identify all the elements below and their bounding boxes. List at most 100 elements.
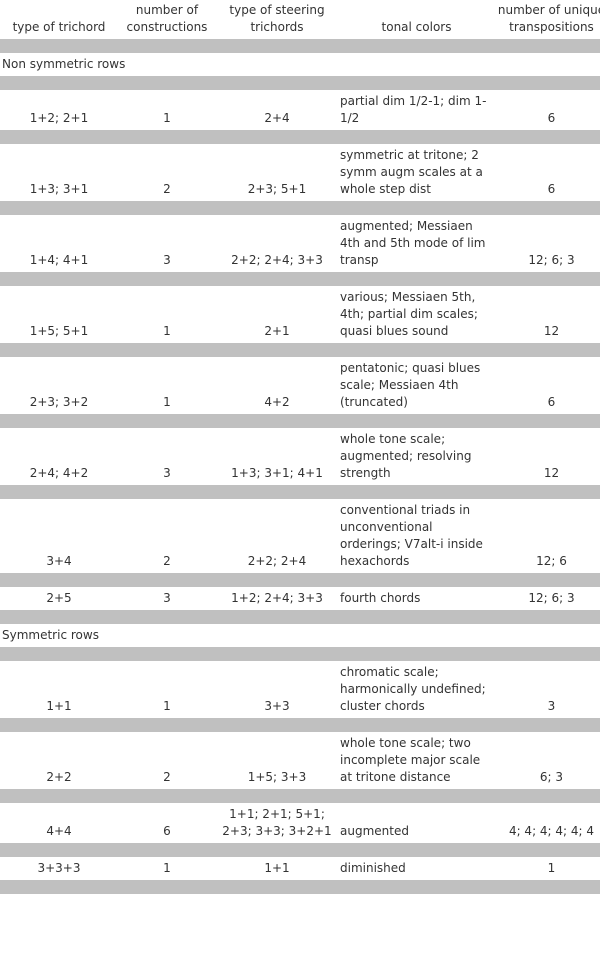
cell-steering: 2+4 — [264, 111, 290, 125]
cell-steering: 2+3; 5+1 — [247, 182, 307, 196]
cell-steering: 1+1 — [264, 861, 290, 875]
cell-tonal: pentatonic; quasi blues scale; Messiaen … — [340, 361, 481, 409]
cell-trichord: 2+4; 4+2 — [29, 466, 89, 480]
cell-transpositions: 12; 6; 3 — [528, 591, 575, 605]
cell-trichord: 1+4; 4+1 — [29, 253, 89, 267]
separator-row — [0, 129, 600, 145]
separator-row — [0, 609, 600, 625]
section-label: Non symmetric rows — [2, 57, 126, 71]
cell-transpositions: 12; 6 — [536, 554, 567, 568]
cell-transpositions: 6; 3 — [539, 770, 564, 784]
cell-constructions: 1 — [163, 861, 171, 875]
table-row: 1+3; 3+1 2 2+3; 5+1 symmetric at tritone; 2… — [0, 145, 600, 201]
table-row: 4+4 6 1+1; 2+1; 5+1; 2+3; 3+3; 3+2+1 augmen… — [0, 804, 600, 843]
section-header-row: Non symmetric rows — [0, 54, 600, 76]
table-row: 2+5 3 1+2; 2+4; 3+3 fourth chords 12; 6; 3 — [0, 588, 600, 610]
separator-bar — [0, 484, 600, 500]
separator-row — [0, 842, 600, 858]
section-header-row: Symmetric rows — [0, 625, 600, 647]
separator-row — [0, 484, 600, 500]
separator-bar — [0, 38, 600, 54]
cell-steering: 3+3 — [264, 699, 290, 713]
separator-row — [0, 38, 600, 54]
separator-bar — [0, 413, 600, 429]
separator-row — [0, 788, 600, 804]
table-body: Non symmetric rows 1+2; 2+1 1 2+4 partial di… — [0, 38, 600, 895]
table-row: 1+2; 2+1 1 2+4 partial dim 1/2-1; dim 1-1/2… — [0, 91, 600, 130]
header-row: type of trichord number of constructions… — [0, 0, 600, 39]
cell-tonal: whole tone scale; two incomplete major s… — [340, 736, 481, 784]
cell-constructions: 1 — [163, 111, 171, 125]
cell-trichord: 1+5; 5+1 — [29, 324, 89, 338]
separator-bar — [0, 572, 600, 588]
cell-transpositions: 6 — [547, 395, 556, 409]
separator-bar — [0, 342, 600, 358]
separator-bar — [0, 788, 600, 804]
cell-tonal: fourth chords — [340, 591, 421, 605]
cell-constructions: 1 — [163, 324, 171, 338]
cell-transpositions: 1 — [547, 861, 556, 875]
table-row: 3+4 2 2+2; 2+4 conventional triads in uncon… — [0, 500, 600, 573]
cell-steering: 2+2; 2+4; 3+3 — [231, 253, 323, 267]
cell-steering: 1+3; 3+1; 4+1 — [231, 466, 323, 480]
cell-steering: 2+1 — [264, 324, 290, 338]
separator-row — [0, 717, 600, 733]
separator-row — [0, 342, 600, 358]
cell-constructions: 1 — [163, 395, 171, 409]
cell-tonal: whole tone scale; augmented; resolving s… — [340, 432, 472, 480]
cell-transpositions: 12 — [543, 466, 560, 480]
cell-tonal: chromatic scale; harmonically undefined;… — [340, 665, 486, 713]
separator-row — [0, 75, 600, 91]
cell-tonal: various; Messiaen 5th, 4th; partial dim … — [340, 290, 478, 338]
separator-bar — [0, 717, 600, 733]
separator-row — [0, 879, 600, 895]
separator-bar — [0, 879, 600, 895]
cell-trichord: 4+4 — [46, 824, 72, 838]
cell-steering: 4+2 — [264, 395, 290, 409]
cell-trichord: 1+1 — [46, 699, 72, 713]
cell-trichord: 3+3+3 — [37, 861, 81, 875]
cell-transpositions: 12; 6; 3 — [528, 253, 575, 267]
cell-trichord: 2+3; 3+2 — [29, 395, 89, 409]
table-row: 2+2 2 1+5; 3+3 whole tone scale; two incomp… — [0, 733, 600, 789]
separator-row — [0, 646, 600, 662]
cell-trichord: 3+4 — [46, 554, 72, 568]
separator-bar — [0, 129, 600, 145]
separator-row — [0, 200, 600, 216]
cell-steering: 1+5; 3+3 — [247, 770, 307, 784]
cell-tonal: diminished — [340, 861, 406, 875]
cell-tonal: augmented; Messiaen 4th and 5th mode of … — [340, 219, 486, 267]
cell-transpositions: 6 — [547, 182, 556, 196]
table-row: 3+3+3 1 1+1 diminished 1 — [0, 858, 600, 880]
cell-steering: 2+2; 2+4 — [247, 554, 307, 568]
cell-constructions: 3 — [163, 253, 171, 267]
trichord-table: type of trichord number of constructions… — [0, 0, 600, 895]
cell-steering: 1+1; 2+1; 5+1; 2+3; 3+3; 3+2+1 — [222, 807, 332, 838]
header-trichord: type of trichord — [12, 20, 106, 34]
header-steering: type of steering trichords — [229, 3, 325, 34]
cell-trichord: 1+3; 3+1 — [29, 182, 89, 196]
table-row: 1+5; 5+1 1 2+1 various; Messiaen 5th, 4th; … — [0, 287, 600, 343]
table-row: 1+4; 4+1 3 2+2; 2+4; 3+3 augmented; Messiae… — [0, 216, 600, 272]
cell-transpositions: 4; 4; 4; 4; 4; 4 — [508, 824, 595, 838]
header-transpositions: number of unique transpositions — [497, 3, 600, 34]
separator-bar — [0, 646, 600, 662]
cell-transpositions: 12 — [543, 324, 560, 338]
separator-bar — [0, 609, 600, 625]
cell-constructions: 2 — [163, 182, 171, 196]
table-row: 2+3; 3+2 1 4+2 pentatonic; quasi blues scal… — [0, 358, 600, 414]
header-tonal-colors: tonal colors — [381, 20, 452, 34]
cell-constructions: 2 — [163, 770, 171, 784]
cell-tonal: symmetric at tritone; 2 symm augm scales… — [340, 148, 483, 196]
cell-steering: 1+2; 2+4; 3+3 — [231, 591, 323, 605]
cell-constructions: 3 — [163, 591, 171, 605]
separator-bar — [0, 200, 600, 216]
separator-bar — [0, 842, 600, 858]
cell-tonal: conventional triads in unconventional or… — [340, 503, 483, 568]
separator-row — [0, 572, 600, 588]
separator-row — [0, 271, 600, 287]
separator-bar — [0, 75, 600, 91]
table-row: 2+4; 4+2 3 1+3; 3+1; 4+1 whole tone scale; … — [0, 429, 600, 485]
cell-constructions: 1 — [163, 699, 171, 713]
cell-tonal: partial dim 1/2-1; dim 1-1/2 — [340, 94, 487, 125]
